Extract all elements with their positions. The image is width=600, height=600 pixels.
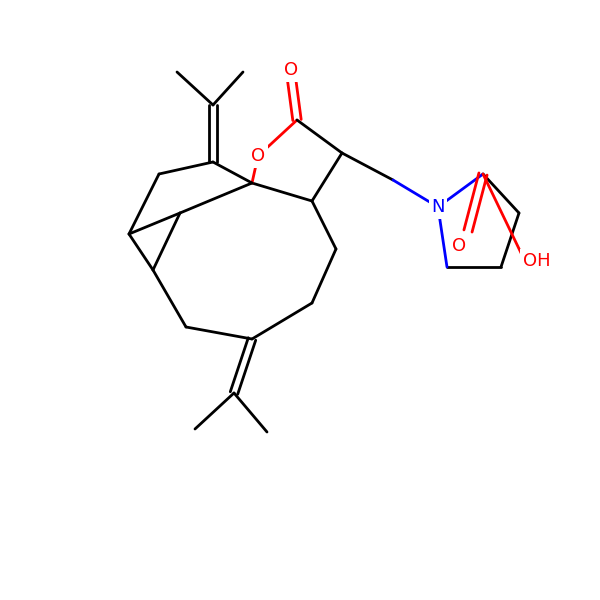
Text: O: O [452,237,466,255]
Text: O: O [284,61,298,79]
Text: N: N [431,198,445,216]
Text: O: O [251,147,265,165]
Text: OH: OH [523,252,551,270]
